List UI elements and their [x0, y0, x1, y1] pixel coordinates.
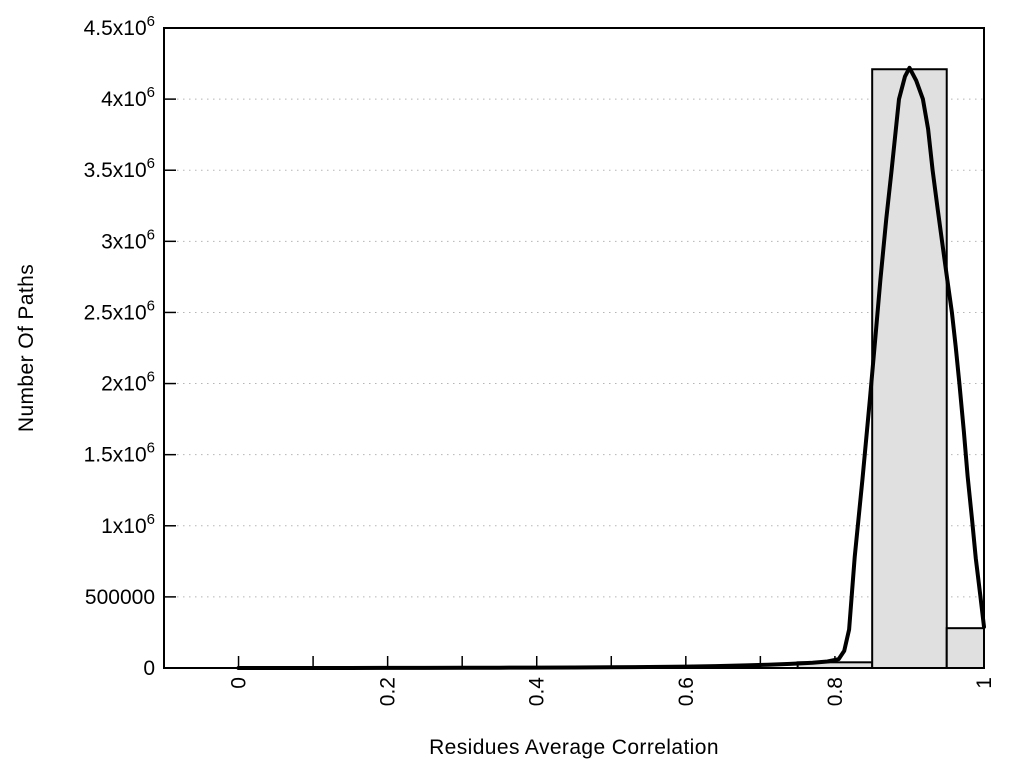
x-tick-label: 0.6: [675, 677, 698, 706]
density-curve: [236, 65, 986, 670]
x-tick-labels: 0 0.2 0.4 0.6 0.8 1: [228, 677, 996, 707]
y-tick-label: 2.5x106: [84, 297, 155, 324]
x-tick-label: 0: [228, 677, 251, 689]
y-axis-title: Number Of Paths: [15, 263, 38, 433]
y-tick-label: 2x106: [101, 369, 155, 396]
y-tick-label: 0: [143, 657, 155, 680]
y-tick-label: 4.5x106: [84, 13, 155, 40]
y-tick-label: 3.5x106: [84, 155, 155, 182]
histogram-bar: [871, 68, 948, 669]
y-axis-ticks: [164, 27, 176, 598]
plot-frame: [163, 27, 985, 669]
x-tick-label: 0.4: [526, 677, 549, 707]
x-tick-label: 0.8: [824, 677, 847, 706]
y-tick-label: 500000: [85, 586, 155, 609]
x-axis-title: Residues Average Correlation: [429, 736, 719, 759]
x-tick-label: 1: [973, 677, 996, 689]
y-tick-label: 3x106: [101, 226, 155, 253]
y-tick-label: 1.5x106: [84, 440, 155, 467]
histogram-bar: [945, 627, 986, 670]
y-tick-label: 1x106: [101, 511, 155, 538]
x-tick-label: 0.2: [377, 677, 400, 706]
y-tick-label: 4x106: [101, 84, 155, 111]
y-gridlines: [165, 98, 983, 598]
y-tick-labels: 0 500000 1x106 1.5x106 2x106 2.5x106 3x106 3.5x…: [84, 13, 155, 680]
